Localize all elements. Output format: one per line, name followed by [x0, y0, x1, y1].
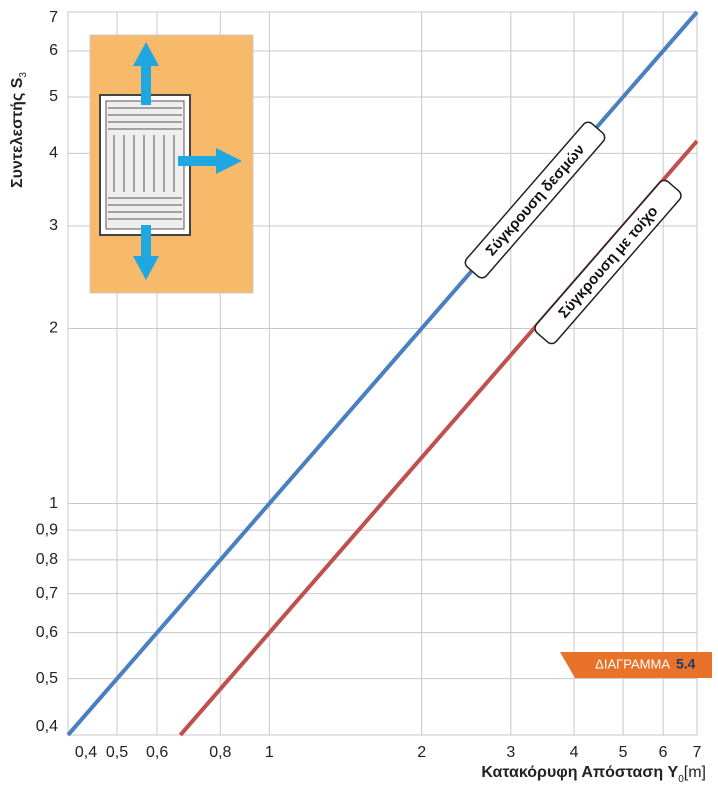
y-tick-label: 2: [49, 320, 58, 337]
x-tick-label: 6: [659, 744, 668, 761]
y-tick-label: 5: [49, 88, 58, 105]
x-tick-label: 0,5: [106, 744, 128, 761]
y-tick-label: 0,9: [36, 521, 58, 538]
x-tick-label: 1: [265, 744, 274, 761]
y-tick-label: 0,5: [36, 670, 58, 687]
y-tick-label: 7: [49, 9, 58, 26]
y-tick-label: 0,7: [36, 585, 58, 602]
x-axis-title: Κατακόρυφη Απόσταση Y0[m]: [481, 764, 706, 784]
y-tick-label: 0,8: [36, 551, 58, 568]
y-tick-label: 3: [49, 217, 58, 234]
y-tick-label: 4: [49, 145, 58, 162]
x-tick-label: 5: [619, 744, 628, 761]
badge: ΔΙΑΓΡΑΜΜΑ 5.4: [560, 652, 712, 678]
x-tick-label: 2: [417, 744, 426, 761]
y-tick-label: 0,6: [36, 624, 58, 641]
x-tick-label: 0,6: [146, 744, 168, 761]
y-axis-title: Συντελεστής S3: [9, 72, 28, 188]
x-tick-label: 4: [570, 744, 579, 761]
y-tick-label: 1: [49, 495, 58, 512]
icon: [89, 34, 254, 294]
x-tick-label: 0,8: [209, 744, 231, 761]
badge-number: 5.4: [676, 656, 696, 672]
x-tick-label: 3: [506, 744, 515, 761]
x-tick-label: 7: [693, 744, 702, 761]
x-tick-label: 0,4: [75, 744, 97, 761]
y-tick-label: 6: [49, 42, 58, 59]
badge-text: ΔΙΑΓΡΑΜΜΑ: [595, 656, 670, 671]
y-tick-label: 0,4: [36, 718, 58, 735]
